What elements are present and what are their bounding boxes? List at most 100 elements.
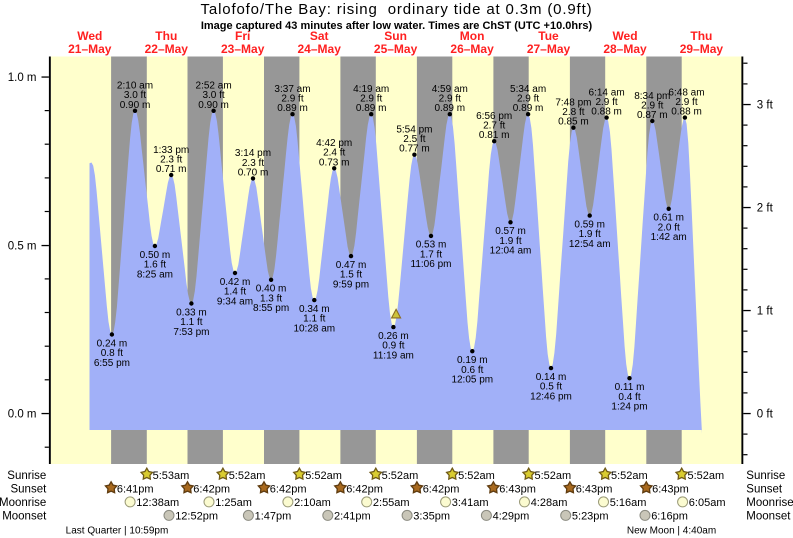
svg-text:6:05am: 6:05am — [689, 497, 726, 509]
svg-text:2.3 ft: 2.3 ft — [160, 154, 182, 165]
svg-text:0.14 m: 0.14 m — [536, 372, 567, 383]
svg-text:Fri: Fri — [235, 29, 250, 43]
svg-text:0.88 m: 0.88 m — [671, 107, 702, 118]
svg-text:Wed: Wed — [612, 29, 637, 43]
svg-text:2.9 ft: 2.9 ft — [360, 94, 382, 105]
svg-text:0.71 m: 0.71 m — [156, 164, 187, 175]
svg-text:4:59 am: 4:59 am — [432, 84, 468, 95]
svg-text:9:59 pm: 9:59 pm — [333, 279, 369, 290]
svg-text:0.26 m: 0.26 m — [378, 331, 409, 342]
svg-text:0.24 m: 0.24 m — [97, 338, 128, 349]
svg-text:2.9 ft: 2.9 ft — [641, 100, 663, 111]
svg-text:Last Quarter | 10:59pm: Last Quarter | 10:59pm — [66, 526, 169, 537]
svg-text:4:29pm: 4:29pm — [493, 511, 530, 523]
svg-text:22–May: 22–May — [145, 42, 189, 56]
svg-text:24–May: 24–May — [298, 42, 342, 56]
svg-text:3:35pm: 3:35pm — [413, 511, 450, 523]
svg-text:1.5 ft: 1.5 ft — [340, 270, 362, 281]
svg-text:New Moon | 4:40am: New Moon | 4:40am — [627, 526, 716, 537]
svg-text:Thu: Thu — [155, 29, 177, 43]
svg-text:2:10am: 2:10am — [294, 497, 331, 509]
svg-text:0.47 m: 0.47 m — [336, 260, 367, 271]
svg-text:11:19 am: 11:19 am — [373, 350, 414, 361]
svg-text:0.57 m: 0.57 m — [495, 226, 526, 237]
svg-text:29–May: 29–May — [680, 42, 724, 56]
svg-text:Mon: Mon — [460, 29, 485, 43]
svg-text:6:48 am: 6:48 am — [668, 87, 704, 98]
svg-text:Sat: Sat — [310, 29, 329, 43]
svg-text:0.53 m: 0.53 m — [416, 240, 447, 251]
svg-text:0.5 m: 0.5 m — [8, 241, 37, 253]
svg-text:5:52am: 5:52am — [535, 470, 572, 482]
svg-text:27–May: 27–May — [527, 42, 571, 56]
svg-text:1.4 ft: 1.4 ft — [224, 287, 246, 298]
svg-text:0.89 m: 0.89 m — [277, 103, 308, 114]
svg-text:0.8 ft: 0.8 ft — [101, 348, 123, 359]
svg-text:5:52am: 5:52am — [305, 470, 342, 482]
svg-text:5:52am: 5:52am — [229, 470, 266, 482]
svg-text:0.70 m: 0.70 m — [238, 167, 269, 178]
svg-text:6:41pm: 6:41pm — [117, 484, 154, 496]
svg-text:1:47pm: 1:47pm — [255, 511, 292, 523]
svg-text:0.87 m: 0.87 m — [637, 110, 668, 121]
svg-text:0.89 m: 0.89 m — [435, 103, 466, 114]
svg-text:5:53am: 5:53am — [153, 470, 190, 482]
svg-text:7:48 pm: 7:48 pm — [555, 98, 591, 109]
svg-text:6:42pm: 6:42pm — [193, 484, 230, 496]
svg-text:2.9 ft: 2.9 ft — [281, 94, 303, 105]
svg-text:2.0 ft: 2.0 ft — [658, 222, 680, 233]
svg-text:2.9 ft: 2.9 ft — [675, 97, 697, 108]
svg-text:9:34 am: 9:34 am — [217, 296, 253, 307]
svg-text:4:28am: 4:28am — [531, 497, 568, 509]
svg-text:1:33 pm: 1:33 pm — [153, 145, 189, 156]
svg-text:5:52am: 5:52am — [688, 470, 725, 482]
svg-text:0.77 m: 0.77 m — [399, 144, 430, 155]
svg-text:0.85 m: 0.85 m — [558, 117, 589, 128]
svg-text:5:16am: 5:16am — [610, 497, 647, 509]
svg-text:0.9 ft: 0.9 ft — [382, 341, 404, 352]
svg-text:Moonset: Moonset — [746, 511, 791, 523]
svg-text:1.0 m: 1.0 m — [8, 72, 37, 84]
svg-text:6:42pm: 6:42pm — [270, 484, 307, 496]
svg-text:Talofofo/The Bay: rising ordi: Talofofo/The Bay: rising ordinary tide a… — [201, 1, 593, 18]
svg-text:3:14 pm: 3:14 pm — [235, 148, 271, 159]
svg-text:12:46 pm: 12:46 pm — [530, 391, 572, 402]
svg-text:2.3 ft: 2.3 ft — [242, 158, 264, 169]
svg-text:11:06 pm: 11:06 pm — [411, 259, 452, 270]
svg-text:6:56 pm: 6:56 pm — [476, 111, 512, 122]
svg-text:0.59 m: 0.59 m — [574, 219, 605, 230]
svg-text:0.4 ft: 0.4 ft — [618, 392, 640, 403]
svg-text:1:42 am: 1:42 am — [651, 232, 687, 243]
svg-text:6:43pm: 6:43pm — [652, 484, 689, 496]
svg-text:6:14 am: 6:14 am — [589, 87, 625, 98]
svg-text:Tue: Tue — [538, 29, 559, 43]
svg-text:5:52am: 5:52am — [382, 470, 419, 482]
svg-text:3.0 ft: 3.0 ft — [124, 90, 146, 101]
svg-text:1.9 ft: 1.9 ft — [499, 236, 521, 247]
svg-text:Image captured 43 minutes afte: Image captured 43 minutes after low wate… — [201, 20, 593, 32]
svg-text:0.73 m: 0.73 m — [319, 157, 350, 168]
svg-text:6:42pm: 6:42pm — [423, 484, 460, 496]
svg-text:23–May: 23–May — [221, 42, 265, 56]
svg-text:5:52am: 5:52am — [458, 470, 495, 482]
svg-text:0.5 ft: 0.5 ft — [540, 382, 562, 393]
svg-text:Thu: Thu — [690, 29, 712, 43]
svg-text:4:42 pm: 4:42 pm — [316, 138, 352, 149]
svg-text:2.9 ft: 2.9 ft — [517, 94, 539, 105]
svg-text:0.81 m: 0.81 m — [479, 130, 510, 141]
svg-text:2.7 ft: 2.7 ft — [483, 121, 505, 132]
svg-text:Sunrise: Sunrise — [746, 470, 785, 482]
svg-text:3:41am: 3:41am — [452, 497, 489, 509]
svg-text:2.4 ft: 2.4 ft — [323, 148, 345, 159]
svg-text:3.0 ft: 3.0 ft — [202, 90, 224, 101]
svg-text:25–May: 25–May — [374, 42, 418, 56]
svg-text:2 ft: 2 ft — [757, 203, 774, 215]
svg-text:5:23pm: 5:23pm — [572, 511, 609, 523]
svg-text:8:25 am: 8:25 am — [137, 269, 173, 280]
svg-text:5:52am: 5:52am — [611, 470, 648, 482]
svg-text:26–May: 26–May — [450, 42, 494, 56]
svg-text:5:54 pm: 5:54 pm — [396, 125, 432, 136]
svg-text:6:43pm: 6:43pm — [499, 484, 536, 496]
svg-text:1.3 ft: 1.3 ft — [260, 293, 282, 304]
svg-text:0.90 m: 0.90 m — [198, 100, 229, 111]
